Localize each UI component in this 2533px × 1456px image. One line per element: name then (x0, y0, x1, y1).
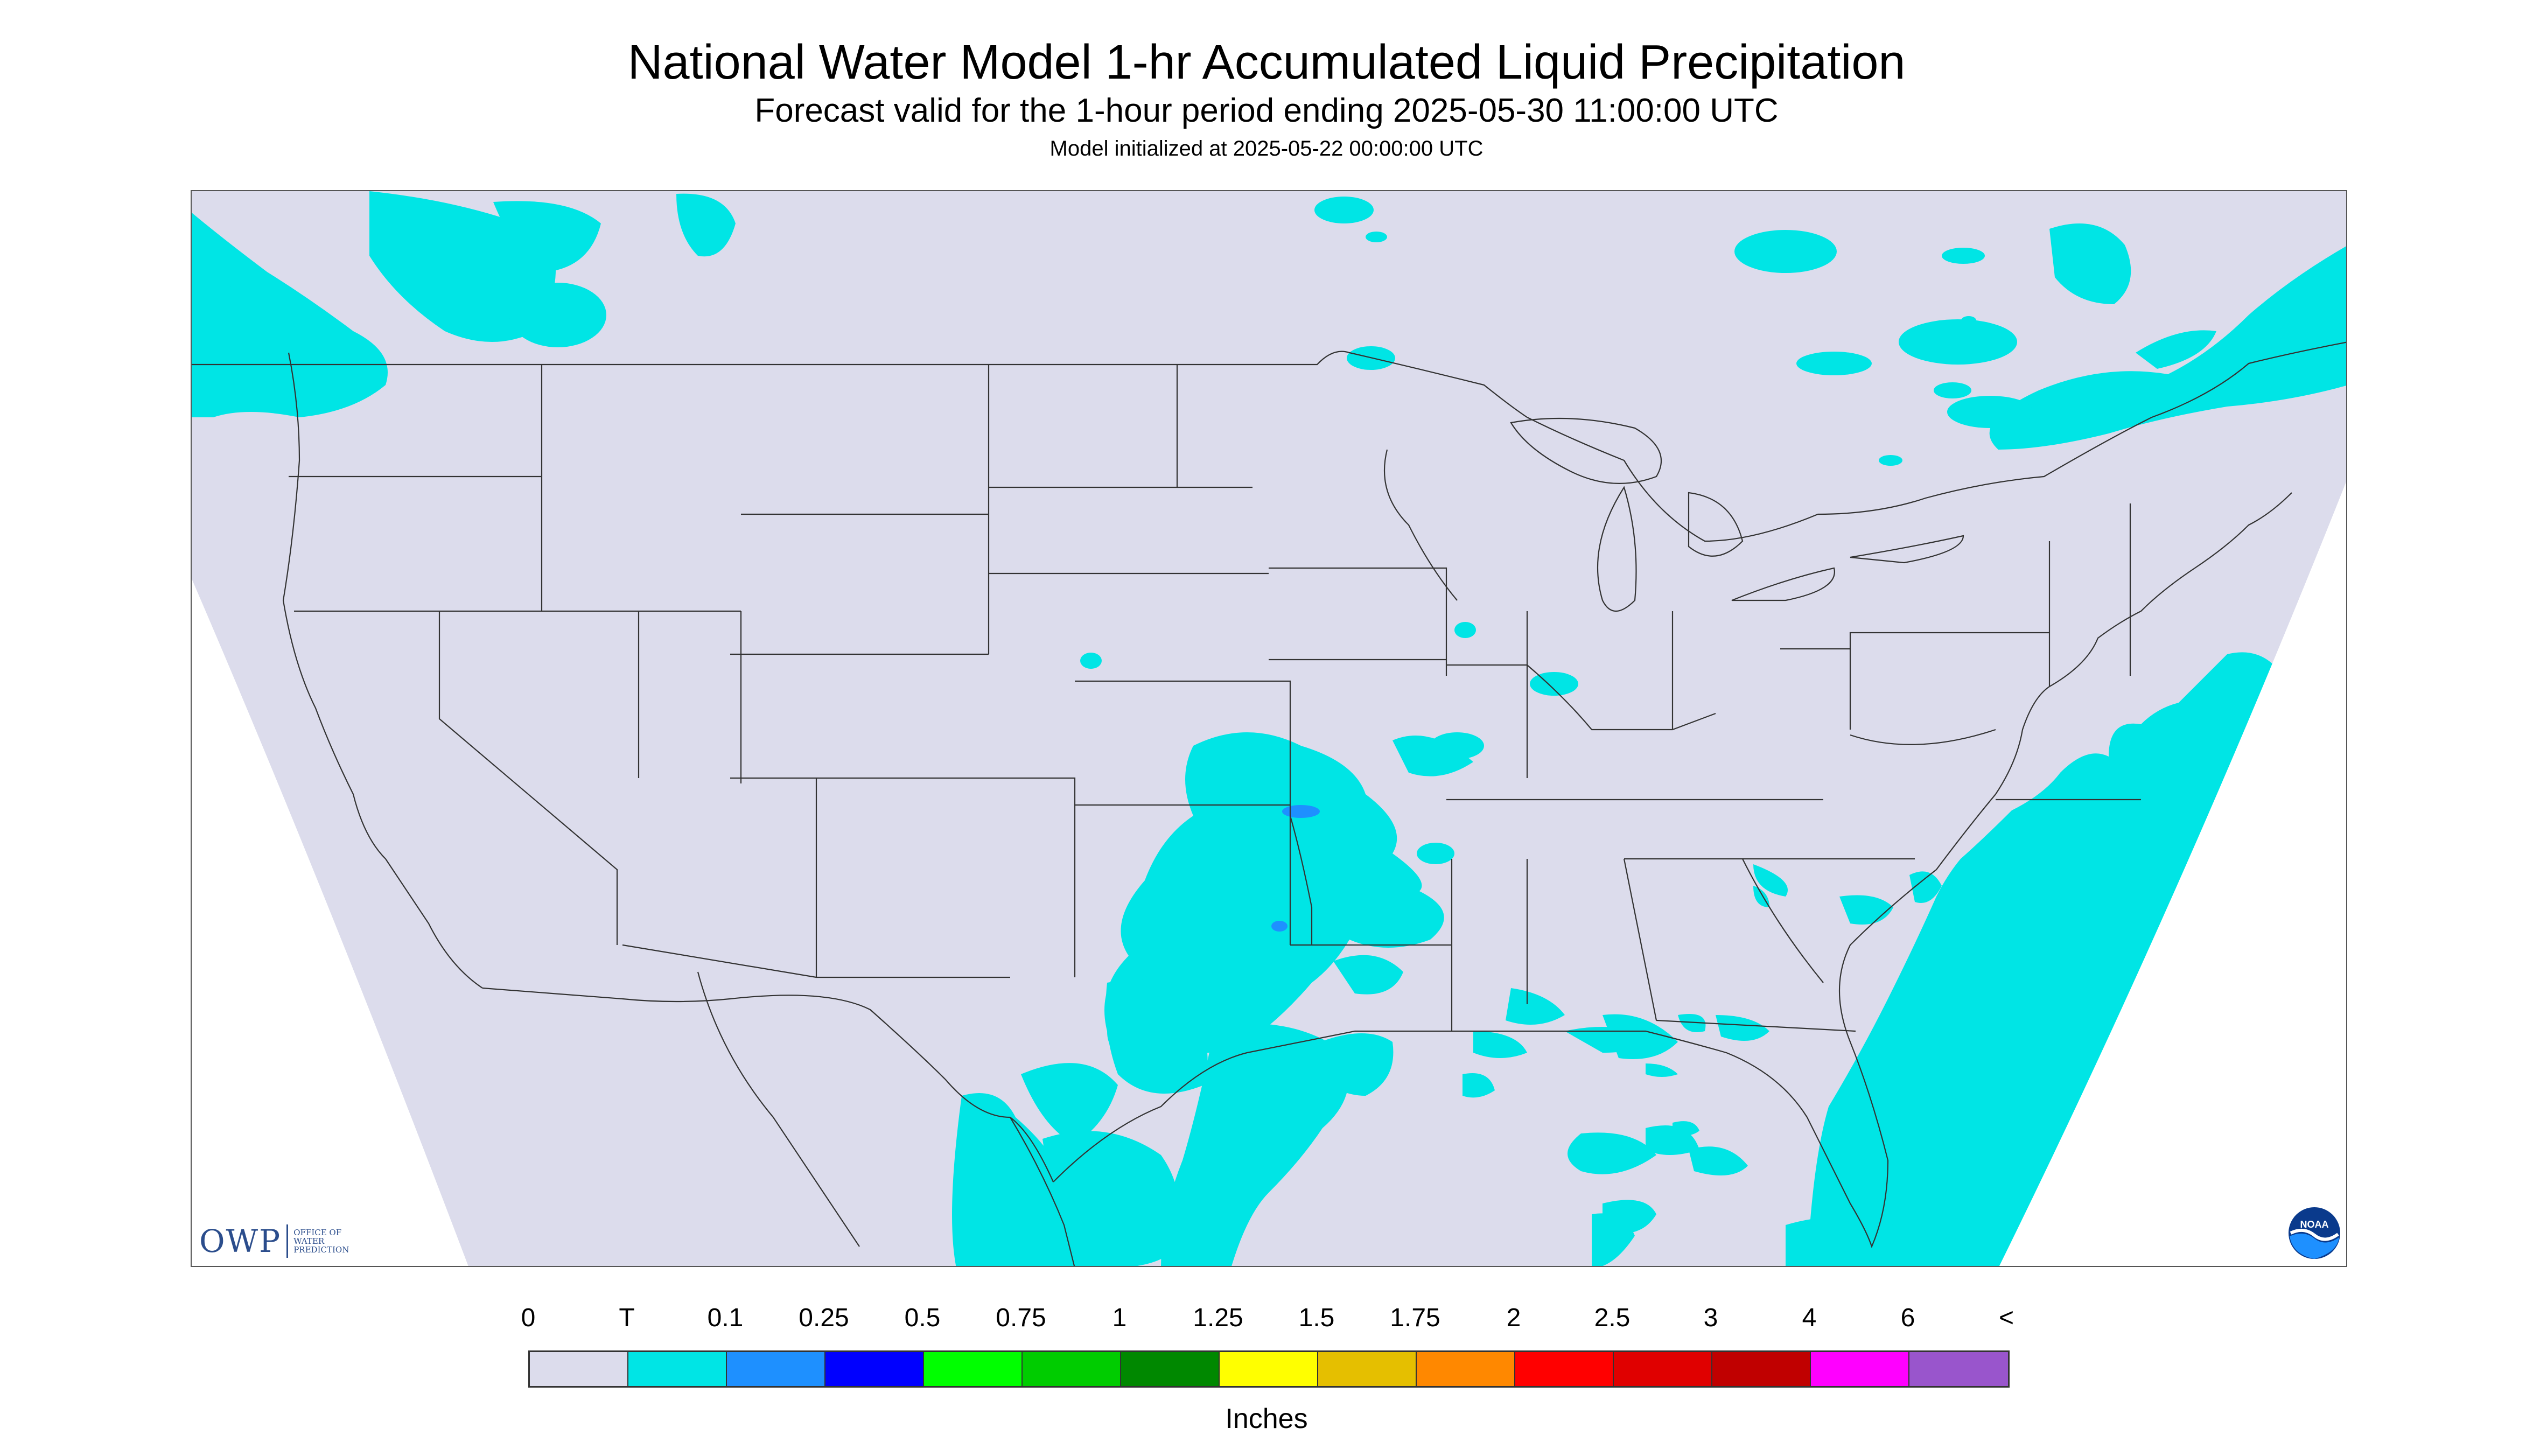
legend-swatch-12 (1712, 1352, 1811, 1386)
legend-units: Inches (1225, 1403, 1308, 1434)
legend-swatch-11 (1614, 1352, 1712, 1386)
state-boundaries (192, 341, 2346, 1266)
legend-tick-label: 1 (1112, 1304, 1127, 1332)
legend-tick-label: 0.25 (799, 1304, 849, 1332)
legend-tick-label: 4 (1802, 1304, 1817, 1332)
noaa-logo-text: NOAA (2300, 1219, 2329, 1230)
owp-logo: OWP OFFICE OF WATER PREDICTION (199, 1222, 353, 1260)
map-title: National Water Model 1-hr Accumulated Li… (627, 36, 1906, 89)
legend-tick-label: 1.75 (1390, 1304, 1440, 1332)
owp-logo-separator (286, 1224, 289, 1258)
legend-tick-label: 0.5 (904, 1304, 941, 1332)
noaa-logo: NOAA (2287, 1206, 2341, 1260)
legend-tick-label: 1.5 (1298, 1304, 1335, 1332)
legend-swatch-3 (825, 1352, 924, 1386)
legend-swatch-13 (1811, 1352, 1909, 1386)
legend-swatch-7 (1220, 1352, 1318, 1386)
precipitation-map[interactable] (191, 190, 2347, 1267)
legend-swatch-14 (1909, 1352, 2008, 1386)
legend-tick-label: 0 (521, 1304, 536, 1332)
legend-swatch-5 (1023, 1352, 1121, 1386)
precip-light-areas (1271, 805, 1320, 932)
legend-swatch-0 (530, 1352, 628, 1386)
legend-tick-label: 6 (1900, 1304, 1915, 1332)
legend-tick-label: 0.75 (996, 1304, 1046, 1332)
legend-tick-label: 2.5 (1594, 1304, 1631, 1332)
legend-swatch-10 (1515, 1352, 1614, 1386)
owp-logo-caption: OFFICE OF WATER PREDICTION (293, 1228, 353, 1254)
legend-swatch-2 (727, 1352, 825, 1386)
legend-tick-label: T (619, 1304, 635, 1332)
owp-logo-line3: PREDICTION (293, 1245, 349, 1255)
projection-domain (192, 191, 2346, 1266)
model-init-time: Model initialized at 2025-05-22 00:00:00… (1049, 137, 1484, 160)
legend-tick-label: 1.25 (1193, 1304, 1243, 1332)
legend-swatch-4 (924, 1352, 1023, 1386)
owp-logo-mark: OWP (199, 1223, 282, 1259)
legend-tick-label: < (1998, 1304, 2014, 1332)
precip-trace-areas (192, 191, 2346, 1266)
legend-tick-label: 3 (1703, 1304, 1718, 1332)
legend-tick-label: 0.1 (707, 1304, 744, 1332)
legend-tick-label: 2 (1506, 1304, 1521, 1332)
map-subtitle: Forecast valid for the 1-hour period end… (754, 92, 1779, 129)
legend-swatch-6 (1121, 1352, 1220, 1386)
legend-swatch-1 (628, 1352, 727, 1386)
legend-swatch-9 (1417, 1352, 1515, 1386)
color-legend (528, 1350, 2010, 1388)
owp-logo-line1: OFFICE OF (293, 1228, 342, 1237)
owp-logo-line2: WATER (293, 1236, 325, 1246)
legend-swatch-8 (1318, 1352, 1417, 1386)
